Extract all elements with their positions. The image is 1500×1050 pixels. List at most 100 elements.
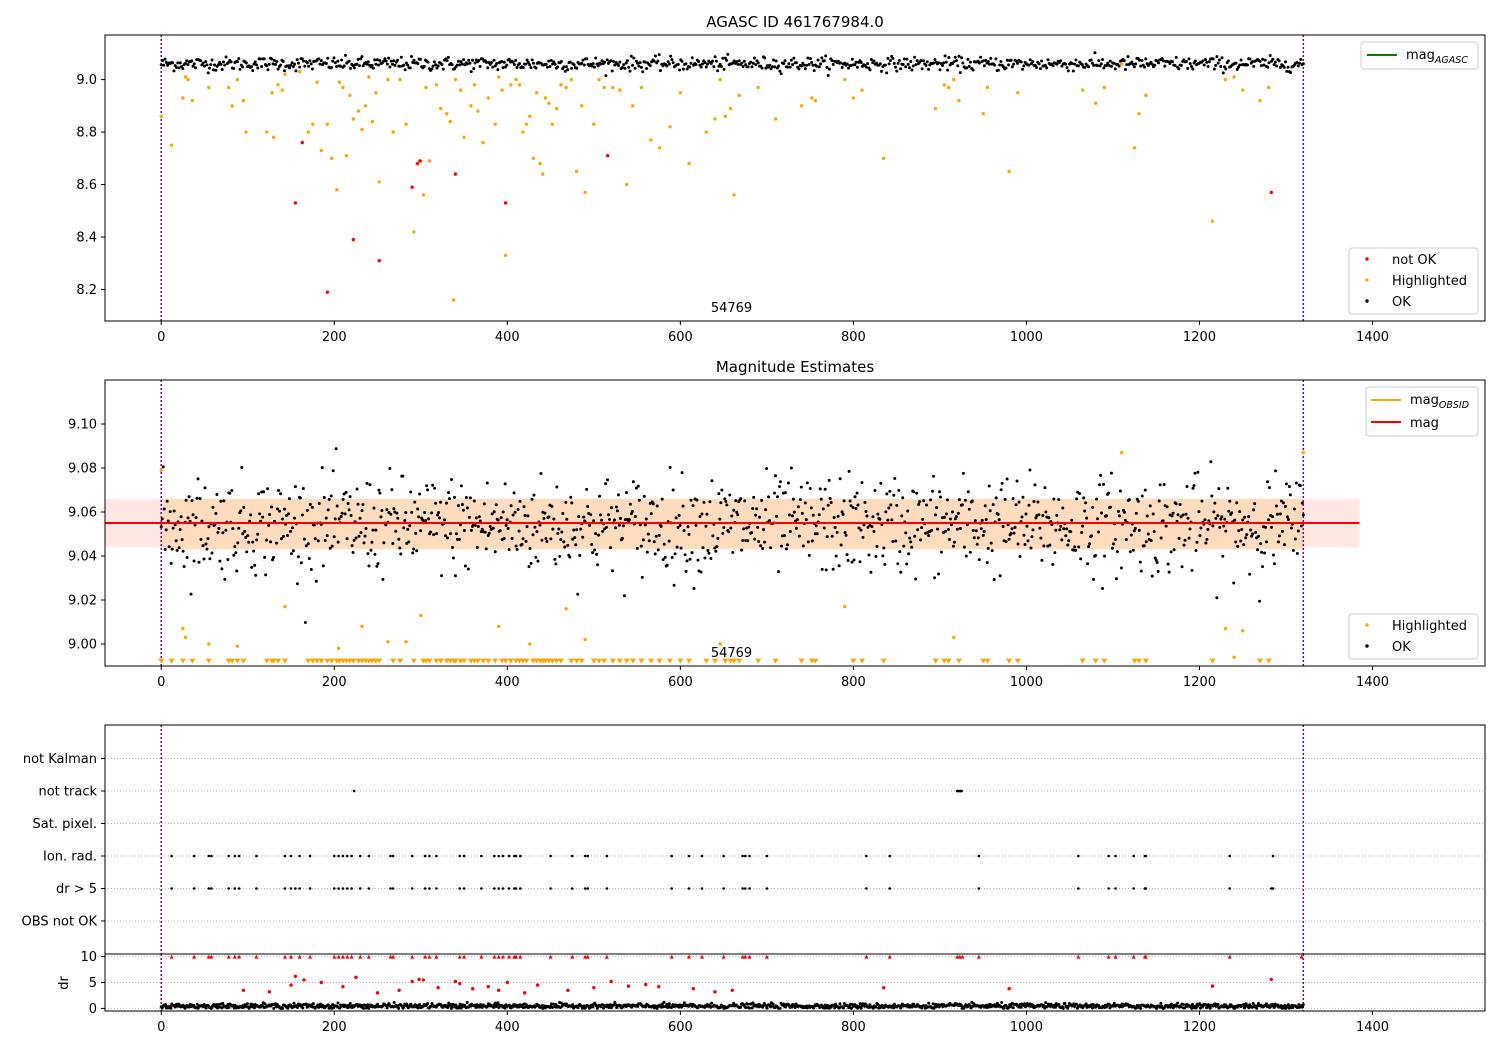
ok-point <box>196 477 200 481</box>
ok-point <box>552 517 556 521</box>
ok-point <box>202 557 206 561</box>
highlighted-point <box>451 298 456 302</box>
ok-point <box>808 487 812 491</box>
ok-point <box>403 519 407 523</box>
ok-point <box>933 58 937 62</box>
off-scale-marker <box>609 658 616 664</box>
flag-point <box>294 887 297 890</box>
ok-point <box>524 62 528 66</box>
ok-point <box>941 63 945 67</box>
ok-point <box>370 63 374 67</box>
ok-point <box>645 66 649 70</box>
ok-point <box>1209 460 1213 464</box>
ok-point <box>344 490 348 494</box>
ok-point <box>768 63 772 67</box>
ok-point <box>696 558 700 562</box>
ok-point <box>274 62 278 66</box>
ok-point <box>481 57 485 61</box>
ok-point <box>1105 514 1109 518</box>
ok-point <box>624 491 628 495</box>
ok-point <box>828 496 832 500</box>
ok-point <box>1061 1006 1065 1010</box>
ok-point <box>501 66 505 70</box>
ok-point <box>1232 581 1236 585</box>
ok-point <box>778 69 782 73</box>
flag-point <box>518 887 522 890</box>
ok-point <box>458 63 462 67</box>
ok-point <box>1078 492 1082 496</box>
ok-point <box>300 513 304 517</box>
flag-point <box>192 887 196 890</box>
ok-point <box>1044 1001 1048 1005</box>
ok-point <box>947 56 951 60</box>
ok-point <box>834 1002 838 1006</box>
flag-point <box>741 854 744 858</box>
ok-point <box>241 532 245 536</box>
panel1-title: AGASC ID 461767984.0 <box>706 13 884 31</box>
dr-off-scale-marker <box>570 954 575 959</box>
ok-point <box>604 482 608 486</box>
ok-point <box>221 60 225 64</box>
ok-point <box>749 60 753 64</box>
ok-point <box>176 61 180 65</box>
ok-point <box>1286 65 1290 69</box>
ok-point <box>1248 572 1252 576</box>
ok-point <box>660 497 664 501</box>
ok-point <box>1241 518 1245 522</box>
ok-point <box>388 65 392 69</box>
ok-point <box>854 506 858 510</box>
highlighted-point <box>521 130 525 134</box>
ok-point <box>1099 473 1103 477</box>
ok-point <box>378 491 382 495</box>
ok-point <box>703 556 707 560</box>
ok-point <box>292 516 296 520</box>
ok-point <box>1138 560 1142 564</box>
ok-point <box>1035 65 1039 69</box>
ok-point <box>810 539 814 543</box>
highlighted-point <box>946 85 951 90</box>
ok-point <box>448 1002 452 1006</box>
ok-point <box>1102 482 1106 486</box>
dr-off-scale-marker <box>297 954 302 959</box>
ok-point <box>1159 1001 1163 1005</box>
ok-point <box>1250 60 1254 64</box>
ok-point <box>816 58 820 62</box>
ok-point <box>637 498 641 502</box>
y-tick-label: 8.8 <box>76 126 97 141</box>
highlighted-point <box>718 642 722 646</box>
flag-point <box>493 887 496 890</box>
ok-point <box>408 524 412 528</box>
ok-point <box>843 61 847 65</box>
ok-point <box>1153 63 1157 67</box>
ok-point <box>1041 513 1045 517</box>
not-ok-point <box>453 172 458 176</box>
ok-point <box>319 59 323 63</box>
ok-point <box>1103 554 1107 558</box>
ok-point <box>407 1005 411 1009</box>
dr-off-scale-marker <box>507 954 512 959</box>
off-scale-marker <box>686 658 693 664</box>
ok-point <box>642 494 646 498</box>
ok-point <box>321 564 325 568</box>
ok-point <box>365 62 369 66</box>
y-tick-label: 8.6 <box>76 178 97 193</box>
ok-point <box>496 68 500 72</box>
ok-point <box>767 495 771 499</box>
ok-point <box>362 541 366 545</box>
ok-point <box>933 576 937 580</box>
ok-point <box>690 56 694 60</box>
ok-point <box>501 510 505 514</box>
flag-point <box>423 854 427 858</box>
dr-off-scale-marker <box>1106 954 1111 959</box>
ok-point <box>230 489 234 493</box>
ok-point <box>539 472 543 476</box>
ok-point <box>553 62 557 66</box>
off-scale-marker <box>880 658 887 664</box>
off-scale-marker <box>523 658 530 664</box>
ok-point <box>594 56 598 60</box>
ok-point <box>336 1001 340 1005</box>
ok-point <box>848 499 852 503</box>
off-scale-marker <box>573 658 580 664</box>
ok-point <box>1004 540 1008 544</box>
ok-point <box>927 1001 931 1005</box>
